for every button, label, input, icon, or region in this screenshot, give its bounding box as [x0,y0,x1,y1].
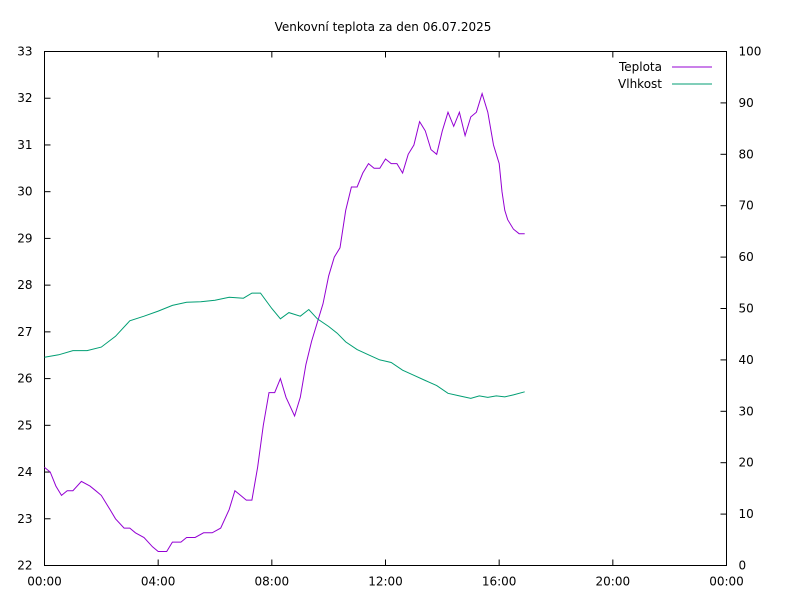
left-y-tick-label: 31 [17,138,32,152]
right-y-tick-label: 30 [739,404,754,418]
chart-title: Venkovní teplota za den 06.07.2025 [275,20,492,34]
x-tick-label: 08:00 [255,575,290,589]
left-y-tick-label: 23 [17,512,32,526]
series-layer [44,91,525,552]
left-y-tick-label: 30 [17,185,32,199]
legend: Teplota Vlhkost [618,60,712,91]
right-y-tick-label: 100 [739,45,762,59]
right-y-tick-label: 60 [739,250,754,264]
left-y-tick-label: 24 [17,465,32,479]
series-line-teplota [44,91,525,552]
x-axis: 00:00 04:00 08:00 12:00 16:00 20:00 00:00 [27,51,744,589]
right-y-tick-label: 80 [739,147,754,161]
left-y-tick-label: 32 [17,91,32,105]
left-y-tick-label: 29 [17,231,32,245]
right-y-tick-label: 10 [739,507,754,521]
x-tick-label: 04:00 [141,575,176,589]
right-y-tick-label: 90 [739,96,754,110]
right-y-tick-label: 20 [739,456,754,470]
x-tick-label: 20:00 [596,575,631,589]
legend-label-teplota: Teplota [618,60,662,74]
left-y-tick-label: 33 [17,45,32,59]
x-tick-label: 00:00 [709,575,744,589]
right-y-tick-label: 50 [739,302,754,316]
left-y-tick-label: 22 [17,559,32,573]
series-line-vlhkost [44,292,525,399]
left-y-tick-label: 27 [17,325,32,339]
left-y-tick-label: 26 [17,372,32,386]
legend-label-vlhkost: Vlhkost [618,77,662,91]
left-y-tick-label: 28 [17,278,32,292]
right-y-axis: 0 10 20 30 40 50 60 70 80 90 100 [720,45,762,573]
x-tick-label: 00:00 [27,575,62,589]
plot-frame [44,51,727,566]
right-y-tick-label: 70 [739,199,754,213]
left-y-axis: 22 23 24 25 26 27 28 29 30 31 32 33 [17,45,51,573]
left-y-tick-label: 25 [17,418,32,432]
right-y-tick-label: 0 [739,559,747,573]
x-tick-label: 12:00 [368,575,403,589]
right-y-tick-label: 40 [739,353,754,367]
x-tick-label: 16:00 [482,575,517,589]
